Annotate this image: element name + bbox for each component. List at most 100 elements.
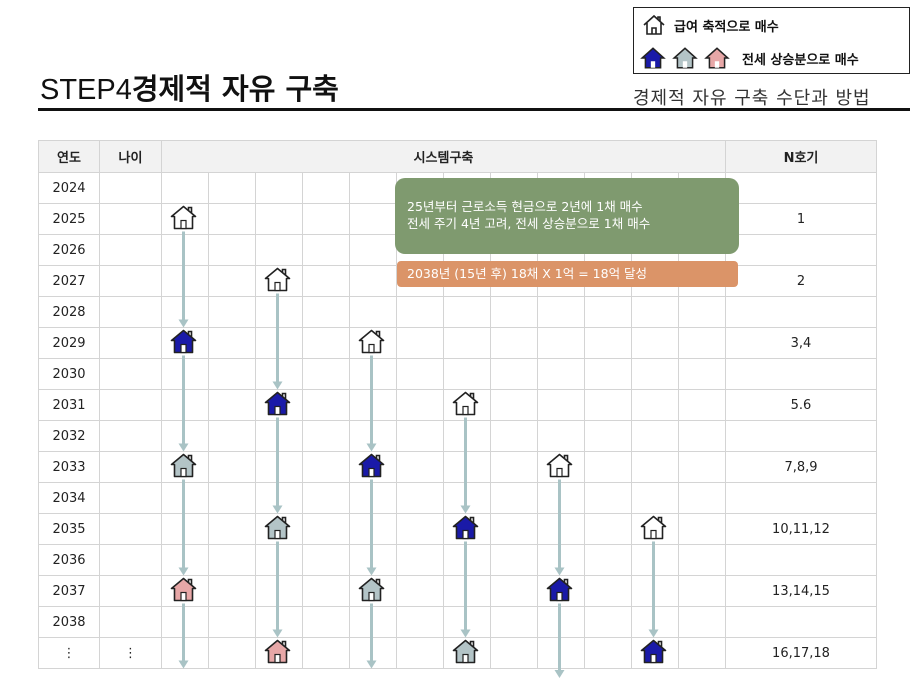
grid-cell	[443, 389, 491, 421]
grid-cell	[255, 420, 303, 452]
grid-cell	[302, 234, 350, 266]
grid-cell	[255, 296, 303, 328]
grid-cell	[255, 389, 303, 421]
grid-cell	[208, 389, 256, 421]
title-divider	[38, 108, 910, 111]
age-cell	[99, 327, 162, 359]
grid-cell	[631, 451, 679, 483]
grid-cell	[302, 544, 350, 576]
grid-cell	[302, 575, 350, 607]
grid-cell	[678, 327, 726, 359]
n-cell	[725, 172, 877, 204]
grid-cell	[161, 606, 209, 638]
grid-cell	[584, 327, 632, 359]
grid-cell	[537, 389, 585, 421]
table-row: 2034	[38, 482, 877, 514]
grid-cell	[208, 544, 256, 576]
n-cell	[725, 606, 877, 638]
grid-cell	[208, 451, 256, 483]
grid-cell	[255, 358, 303, 390]
grid-cell	[302, 172, 350, 204]
grid-cell	[631, 389, 679, 421]
legend-box: 급여 축적으로 매수 전세 상승분으로 매수	[633, 7, 910, 74]
grid-cell	[302, 637, 350, 669]
grid-cell	[208, 265, 256, 297]
grid-cell	[490, 451, 538, 483]
house-gray-icon	[672, 47, 698, 69]
n-cell: 7,8,9	[725, 451, 877, 483]
grid-cell	[161, 172, 209, 204]
green-note-line2: 전세 주기 4년 고려, 전세 상승분으로 1채 매수	[407, 216, 651, 231]
grid-cell	[161, 203, 209, 235]
grid-cell	[255, 544, 303, 576]
grid-cell	[208, 358, 256, 390]
grid-cell	[302, 327, 350, 359]
house-outline-icon	[643, 14, 665, 35]
grid-cell	[302, 358, 350, 390]
grid-cell	[490, 296, 538, 328]
grid-cell	[443, 358, 491, 390]
grid-cell	[537, 482, 585, 514]
grid-cell	[161, 575, 209, 607]
grid-cell	[161, 265, 209, 297]
grid-cell	[443, 513, 491, 545]
green-note-box: 25년부터 근로소득 현금으로 2년에 1채 매수 전세 주기 4년 고려, 전…	[395, 178, 739, 254]
grid-cell	[443, 544, 491, 576]
grid-cell	[349, 358, 397, 390]
grid-cell	[161, 296, 209, 328]
grid-cell	[255, 203, 303, 235]
grid-cell	[537, 327, 585, 359]
grid-cell	[255, 234, 303, 266]
grid-cell	[161, 327, 209, 359]
year-cell: 2036	[38, 544, 100, 576]
header-n: N호기	[725, 140, 877, 173]
grid-cell	[490, 513, 538, 545]
grid-cell	[678, 296, 726, 328]
grid-cell	[349, 203, 397, 235]
age-cell	[99, 296, 162, 328]
grid-cell	[631, 358, 679, 390]
year-cell: ⋮	[38, 637, 100, 669]
age-cell	[99, 203, 162, 235]
grid-cell	[161, 358, 209, 390]
step-label: STEP4	[40, 74, 132, 106]
grid-cell	[161, 451, 209, 483]
grid-cell	[396, 451, 444, 483]
grid-cell	[537, 544, 585, 576]
table-row: 2035 10,11,12	[38, 513, 877, 545]
grid-cell	[537, 575, 585, 607]
grid-cell	[349, 389, 397, 421]
age-cell	[99, 389, 162, 421]
grid-cell	[349, 606, 397, 638]
grid-cell	[537, 420, 585, 452]
grid-cell	[349, 637, 397, 669]
green-note-line1: 25년부터 근로소득 현금으로 2년에 1채 매수	[407, 199, 643, 214]
grid-cell	[678, 606, 726, 638]
age-cell	[99, 265, 162, 297]
grid-cell	[208, 203, 256, 235]
grid-cell	[255, 451, 303, 483]
grid-cell	[396, 327, 444, 359]
age-cell	[99, 451, 162, 483]
grid-cell	[302, 606, 350, 638]
n-cell: 1	[725, 203, 877, 235]
n-cell: 5.6	[725, 389, 877, 421]
grid-cell	[631, 513, 679, 545]
grid-cell	[161, 637, 209, 669]
table-row: 2032	[38, 420, 877, 452]
table-row: 2031 5.6	[38, 389, 877, 421]
grid-cell	[161, 482, 209, 514]
age-cell	[99, 513, 162, 545]
grid-cell	[537, 451, 585, 483]
table-row: 2036	[38, 544, 877, 576]
grid-cell	[161, 420, 209, 452]
grid-cell	[443, 482, 491, 514]
grid-cell	[302, 265, 350, 297]
grid-cell	[396, 482, 444, 514]
grid-cell	[255, 513, 303, 545]
grid-cell	[490, 358, 538, 390]
table-row: 2037 13,14,15	[38, 575, 877, 607]
grid-cell	[443, 327, 491, 359]
grid-cell	[208, 234, 256, 266]
age-cell	[99, 172, 162, 204]
